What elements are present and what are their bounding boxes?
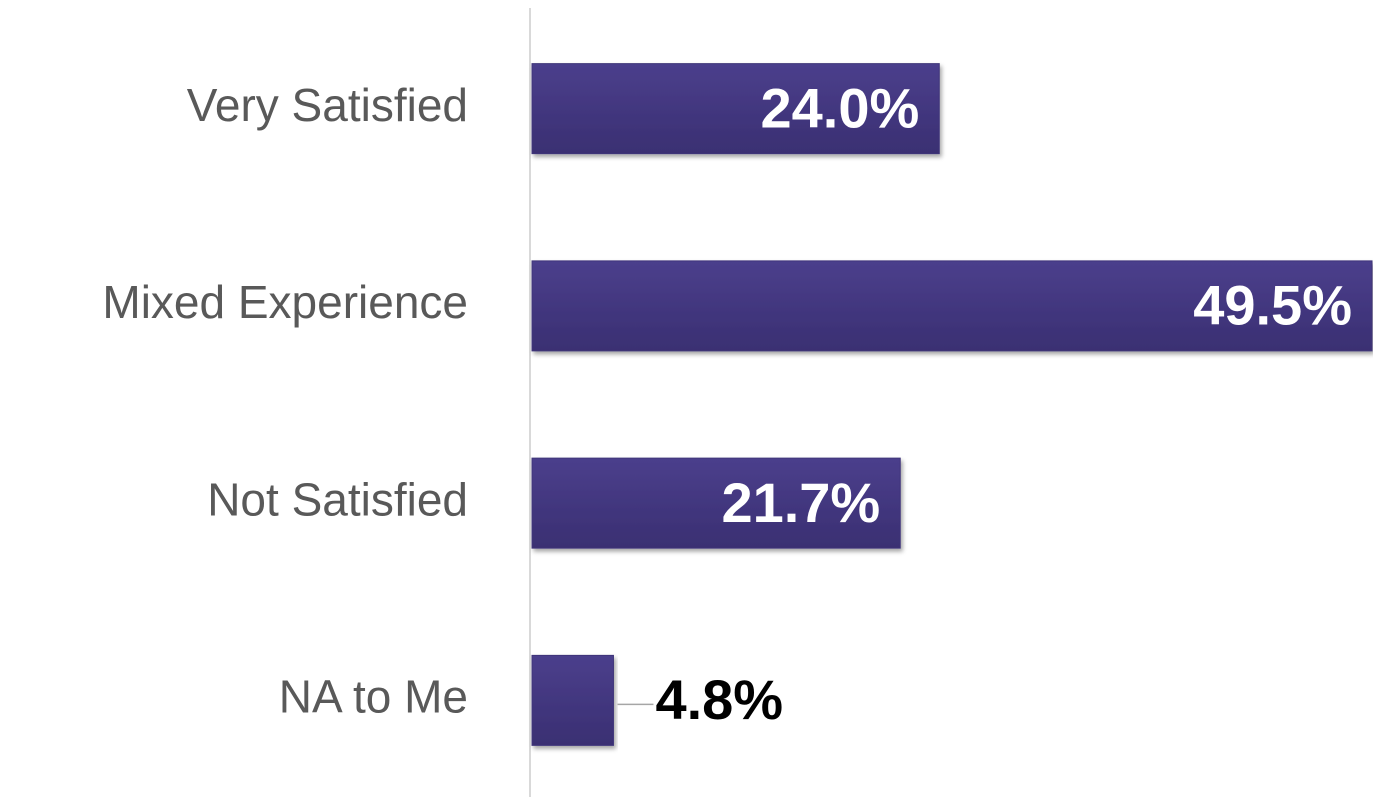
category-label: Mixed Experience: [102, 276, 468, 328]
value-label: 24.0%: [760, 76, 919, 139]
value-label: 49.5%: [1193, 274, 1352, 337]
value-label: 4.8%: [655, 668, 783, 731]
bar: [531, 654, 614, 746]
category-label: NA to Me: [279, 671, 468, 723]
bar: [531, 457, 901, 549]
category-label: Very Satisfied: [187, 79, 468, 131]
bar: [531, 260, 1373, 352]
category-label: Not Satisfied: [207, 473, 468, 525]
value-label: 21.7%: [721, 471, 880, 534]
bar: [531, 63, 940, 155]
